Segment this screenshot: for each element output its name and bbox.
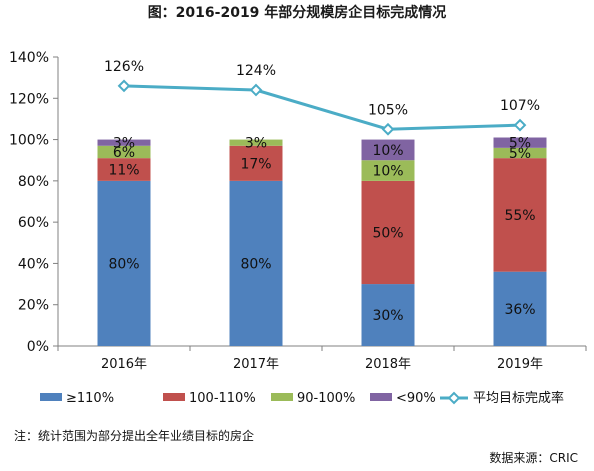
bar-data-label: 50% [372, 225, 403, 241]
legend-line-marker [447, 391, 461, 405]
x-tick-label: 2017年 [233, 357, 279, 372]
y-tick-label: 80% [18, 174, 49, 190]
bar-data-label: 11% [108, 163, 139, 179]
bar-data-label: 80% [108, 256, 139, 272]
chart-title: 图：2016-2019 年部分规模房企目标完成情况 [148, 4, 447, 21]
bar-data-label: 36% [504, 302, 535, 318]
x-tick-label: 2018年 [365, 357, 411, 372]
bar-data-label: 80% [240, 256, 271, 272]
bar-data-label: 3% [245, 136, 267, 152]
bar-segment [229, 180, 283, 346]
chart-note: 注：统计范围为部分提出全年业绩目标的房企 [14, 428, 254, 443]
average-line-path [123, 84, 521, 131]
bar-segment [97, 145, 151, 159]
bar-segment [493, 271, 547, 346]
y-tick-label: 140% [9, 50, 49, 66]
axes: 0% 20% 40% 60% 80% 100% 120% 140% 2016年 2017年 2018… [9, 50, 587, 372]
legend: ≥110% 100-110% 90-100% <90% 平均目标完成率 [40, 390, 564, 406]
bar-data-label: 6% [113, 145, 135, 161]
average-line-label: 126% [104, 59, 144, 75]
bar-data-label: 3% [113, 136, 135, 152]
y-tick-label: 60% [18, 215, 49, 231]
bar-segment [97, 139, 151, 146]
legend-swatch [271, 393, 293, 401]
bar-data-label: 55% [504, 208, 535, 224]
bar-segment [493, 137, 547, 148]
bars: 80%11%6%3%80%17%3%30%50%10%10%36%55%5%5% [97, 136, 547, 346]
legend-label: 90-100% [297, 391, 355, 406]
bar-data-label: 5% [509, 146, 531, 162]
average-line-label: 105% [368, 102, 408, 118]
bar-segment [97, 158, 151, 181]
legend-label: 平均目标完成率 [473, 390, 564, 406]
bar-segment [493, 158, 547, 272]
y-tick-label: 0% [27, 339, 49, 355]
average-line-marker [381, 122, 395, 136]
y-tick-label: 40% [18, 256, 49, 272]
y-tick-label: 20% [18, 298, 49, 314]
bar-segment [493, 147, 547, 159]
bar-data-label: 30% [372, 308, 403, 324]
bar-segment [361, 160, 415, 181]
bar-data-label: 17% [240, 156, 271, 172]
y-tick-label: 100% [9, 133, 49, 149]
bar-segment [361, 284, 415, 346]
legend-swatch [370, 393, 392, 401]
average-line-marker [249, 83, 263, 97]
average-line-label: 124% [236, 63, 276, 79]
average-line-label: 107% [500, 98, 540, 114]
data-source: 数据来源：CRIC [489, 450, 578, 465]
legend-label: 100-110% [189, 391, 256, 406]
y-tick-label: 120% [9, 91, 49, 107]
legend-swatch [40, 393, 62, 401]
bar-segment [229, 145, 283, 181]
legend-swatch [163, 393, 185, 401]
x-tick-label: 2016年 [101, 357, 147, 372]
bar-data-label: 10% [372, 164, 403, 180]
bar-segment [361, 180, 415, 285]
legend-label: <90% [396, 391, 436, 406]
average-line-marker [117, 79, 131, 93]
bar-segment [229, 139, 283, 146]
bar-segment [97, 180, 151, 346]
bar-data-label: 5% [509, 136, 531, 152]
bar-data-label: 10% [372, 143, 403, 159]
x-tick-label: 2019年 [497, 357, 543, 372]
legend-label: ≥110% [66, 391, 114, 406]
bar-segment [361, 139, 415, 161]
average-line-marker [513, 118, 527, 132]
average-line: 126% 124% 105% 107% [104, 59, 540, 136]
